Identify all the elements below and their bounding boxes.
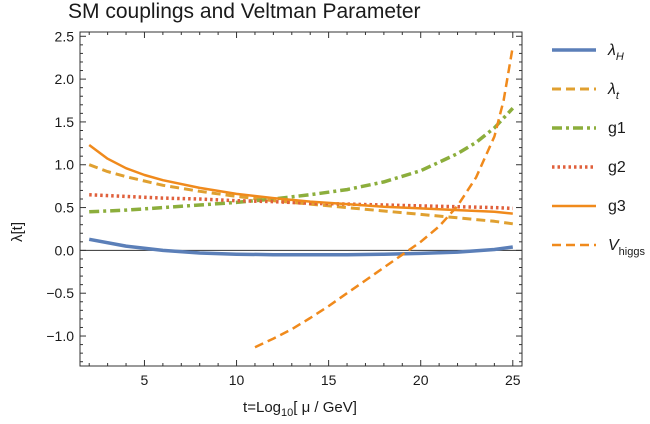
y-axis-title: λ[t] [9,222,26,242]
y-axis-ticks: 2.5 2.0 1.5 1.0 0.5 0.0 −0.5 −1.0 [46,28,522,363]
x-tick-label: 20 [413,372,429,388]
legend-label-subscript: higgs [619,246,646,258]
legend-item: g2 [552,159,626,176]
y-tick-label: 2.5 [55,28,75,44]
legend-item: λH [552,42,624,63]
x-axis-title-suffix: [ μ / GeV] [293,399,357,416]
legend-label-main: λ [607,42,616,59]
series-layer [88,46,515,349]
y-tick-label: −1.0 [46,328,74,344]
x-tick-label: 25 [505,372,521,388]
legend-item: g3 [552,198,626,215]
legend-label-main: λ [607,81,616,98]
legend-label-subscript: t [616,90,620,102]
y-tick-label: 1.0 [55,157,75,173]
series-line-λh [88,237,514,257]
x-tick-label: 15 [321,372,337,388]
series-line-g2 [89,192,513,211]
x-axis-title: t=Log10[ μ / GeV] [243,399,357,419]
series-line-g3 [88,143,513,215]
chart-title: SM couplings and Veltman Parameter [68,0,421,23]
legend-label-main: g2 [608,159,626,176]
legend-label: Vhiggs [608,237,645,258]
legend-item: Vhiggs [552,237,645,258]
y-tick-label: 2.0 [55,71,75,87]
x-axis-title-subscript: 10 [281,407,293,419]
legend-label: g2 [608,159,626,176]
y-tick-label: 1.5 [55,114,75,130]
legend-item: λt [552,81,620,102]
legend-item: g1 [552,120,626,137]
series-line-g1 [89,107,515,214]
y-tick-label: 0.5 [55,200,75,216]
legend-label: g3 [608,198,626,215]
legend-label-main: g1 [608,120,626,137]
x-tick-label: 5 [141,372,149,388]
legend-label: λH [607,42,624,63]
legend-label-main: g3 [608,198,626,215]
x-axis-title-prefix: t=Log [243,399,281,416]
x-tick-label: 10 [229,372,245,388]
legend-label: g1 [608,120,626,137]
y-tick-label: 0.0 [55,242,75,258]
x-axis-ticks: 5 10 15 20 25 [88,32,521,388]
legend-label: λt [607,81,620,102]
legend-label-main: V [608,237,620,254]
y-tick-label: −0.5 [46,285,74,301]
legend-label-subscript: H [616,51,624,63]
